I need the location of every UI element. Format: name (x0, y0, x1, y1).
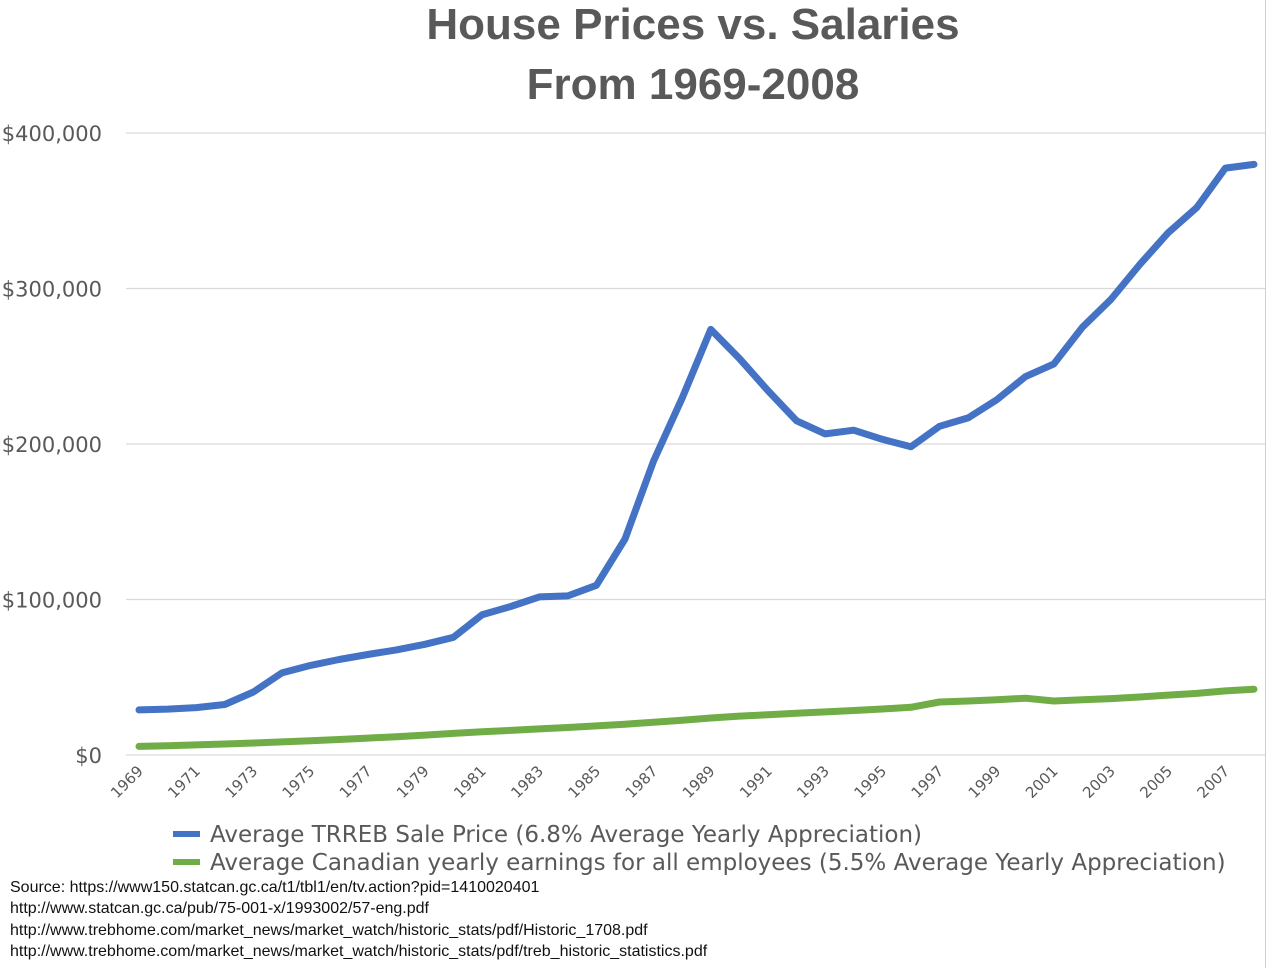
x-tick-label: 2005 (1136, 762, 1176, 802)
series-lines (135, 160, 1258, 750)
x-tick-label: 1989 (679, 762, 719, 802)
source-line-2: http://www.statcan.gc.ca/pub/75-001-x/19… (10, 900, 429, 918)
y-axis-tick-labels: $0 $100,000 $200,000 $300,000 $400,000 (2, 122, 102, 768)
x-tick-label: 1977 (336, 762, 376, 802)
y-tick-label: $100,000 (2, 589, 102, 613)
x-tick-label: 1991 (736, 762, 776, 802)
y-tick-label: $400,000 (2, 122, 102, 146)
x-tick-label: 1979 (393, 762, 433, 802)
source-line-4: http://www.trebhome.com/market_news/mark… (10, 943, 708, 961)
x-tick-label: 1973 (221, 762, 261, 802)
source-line-1: Source: https://www150.statcan.gc.ca/t1/… (10, 879, 540, 896)
x-tick-label: 1985 (565, 762, 605, 802)
x-tick-label: 2007 (1194, 762, 1234, 802)
legend-label: Average TRREB Sale Price (6.8% Average Y… (210, 822, 922, 848)
series-line-2 (135, 685, 1258, 750)
x-tick-label: 1971 (164, 762, 204, 802)
x-tick-label: 1997 (908, 762, 948, 802)
x-axis-tick-labels: 1969 1971 1973 1975 1977 1979 1981 1983 1985 1987… (107, 762, 1233, 802)
x-tick-label: 2001 (1022, 762, 1062, 802)
gridlines (126, 132, 1266, 756)
chart-title-line-2: From 1969-2008 (526, 60, 860, 109)
sources-block: Source: https://www150.statcan.gc.ca/t1/… (10, 877, 707, 963)
x-tick-label: 1981 (450, 762, 490, 802)
x-tick-label: 1975 (279, 762, 319, 802)
x-tick-label: 1993 (793, 762, 833, 802)
chart-title-line-1: House Prices vs. Salaries (426, 0, 960, 49)
x-tick-label: 1995 (850, 762, 890, 802)
legend: Average TRREB Sale Price (6.8% Average Y… (173, 822, 1226, 876)
series-line-1 (135, 160, 1258, 714)
y-tick-label: $300,000 (2, 278, 102, 302)
y-tick-label: $0 (75, 744, 102, 768)
x-tick-label: 1983 (507, 762, 547, 802)
legend-label: Average Canadian yearly earnings for all… (210, 850, 1226, 876)
x-tick-label: 1969 (107, 762, 147, 802)
source-line-3: http://www.trebhome.com/market_news/mark… (10, 921, 648, 939)
y-tick-label: $200,000 (2, 433, 102, 457)
x-tick-label: 1999 (965, 762, 1005, 802)
x-tick-label: 1987 (622, 762, 662, 802)
x-tick-label: 2003 (1079, 762, 1119, 802)
